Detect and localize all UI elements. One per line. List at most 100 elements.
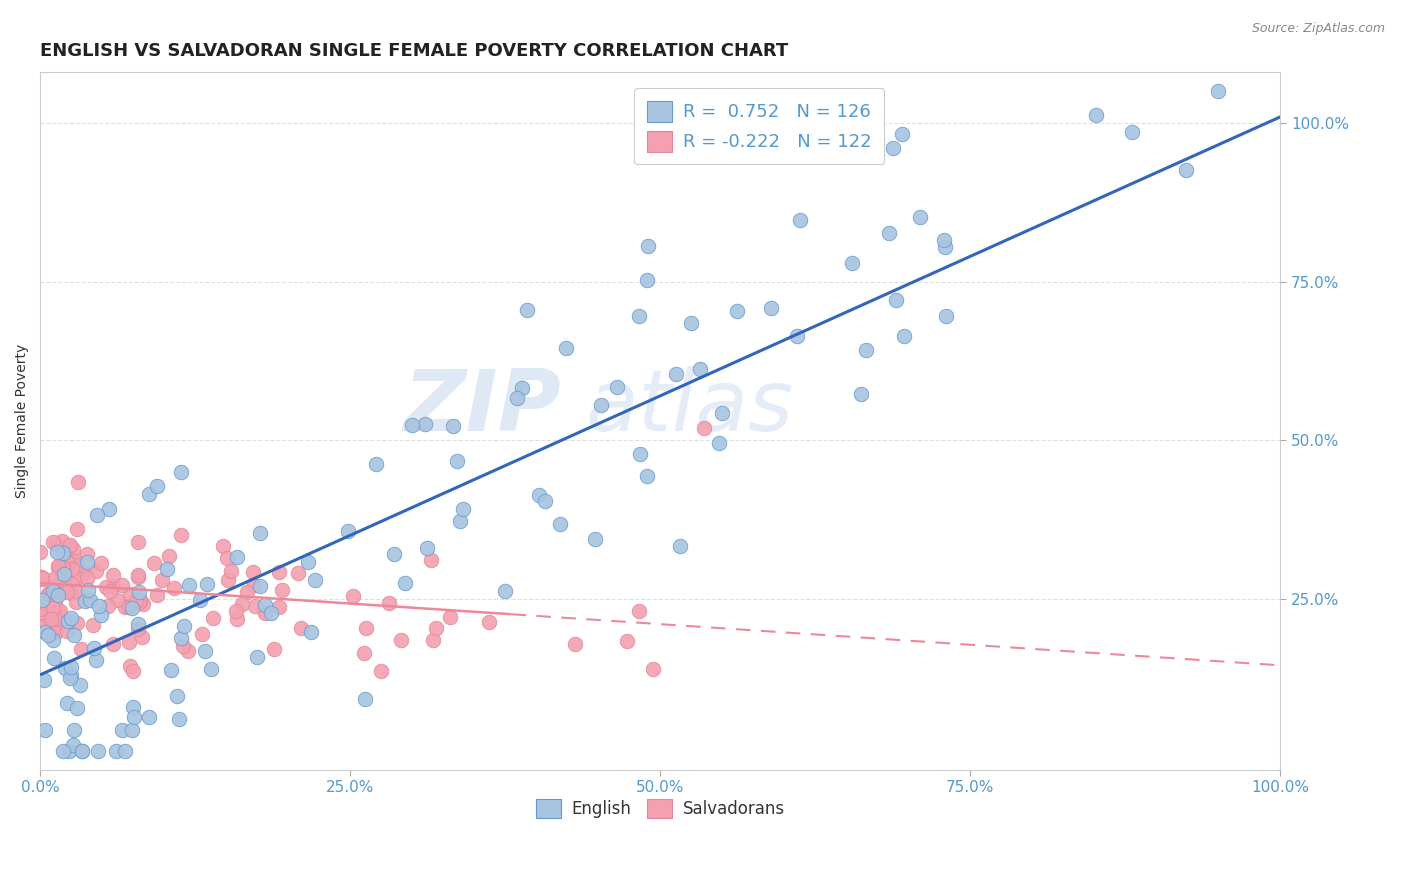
Point	[935, 309, 957, 323]
Point	[225, 604, 247, 618]
Point	[550, 516, 572, 531]
Point	[44, 624, 66, 639]
Point	[494, 583, 516, 598]
Point	[58, 539, 80, 553]
Point	[60, 668, 83, 682]
Point	[56, 614, 79, 628]
Point	[191, 627, 214, 641]
Point	[1174, 162, 1197, 177]
Point	[693, 420, 716, 434]
Point	[249, 579, 271, 593]
Point	[58, 561, 80, 575]
Point	[217, 573, 239, 587]
Point	[304, 574, 326, 588]
Point	[48, 605, 70, 619]
Point	[249, 526, 271, 541]
Point	[111, 723, 134, 737]
Point	[121, 723, 143, 738]
Point	[62, 628, 84, 642]
Point	[1208, 85, 1230, 99]
Point	[101, 579, 124, 593]
Point	[103, 567, 125, 582]
Point	[169, 712, 191, 726]
Point	[564, 637, 586, 651]
Point	[627, 309, 650, 323]
Point	[41, 535, 63, 549]
Point	[416, 541, 439, 555]
Point	[786, 329, 808, 343]
Point	[166, 689, 188, 703]
Point	[128, 584, 150, 599]
Point	[122, 700, 145, 714]
Point	[127, 569, 149, 583]
Point	[725, 304, 748, 318]
Point	[52, 561, 75, 575]
Point	[157, 549, 180, 564]
Point	[194, 644, 217, 658]
Point	[31, 593, 53, 607]
Point	[128, 595, 150, 609]
Point	[506, 391, 529, 405]
Point	[1121, 125, 1143, 139]
Point	[52, 566, 75, 581]
Point	[637, 238, 659, 252]
Point	[354, 692, 377, 706]
Point	[70, 744, 93, 758]
Point	[138, 709, 160, 723]
Point	[67, 475, 90, 490]
Point	[56, 555, 79, 569]
Point	[122, 664, 145, 678]
Point	[555, 341, 578, 355]
Point	[143, 556, 166, 570]
Point	[170, 527, 193, 541]
Point	[156, 561, 179, 575]
Point	[44, 571, 66, 585]
Point	[163, 581, 186, 595]
Point	[394, 576, 416, 591]
Point	[453, 501, 475, 516]
Point	[160, 663, 183, 677]
Point	[681, 316, 703, 330]
Point	[118, 659, 141, 673]
Point	[31, 572, 53, 586]
Point	[86, 653, 108, 667]
Point	[37, 628, 59, 642]
Point	[76, 555, 98, 569]
Point	[90, 608, 112, 623]
Point	[53, 660, 76, 674]
Point	[606, 380, 628, 394]
Point	[669, 539, 692, 553]
Point	[60, 611, 83, 625]
Point	[389, 632, 412, 647]
Point	[32, 607, 55, 622]
Point	[46, 577, 69, 591]
Point	[59, 538, 82, 552]
Point	[30, 602, 52, 616]
Point	[132, 597, 155, 611]
Point	[52, 574, 75, 588]
Point	[413, 417, 436, 432]
Point	[34, 723, 56, 738]
Legend: English, Salvadorans: English, Salvadorans	[529, 792, 792, 824]
Point	[449, 514, 471, 528]
Point	[382, 547, 405, 561]
Point	[761, 301, 783, 316]
Point	[79, 593, 101, 607]
Point	[66, 615, 89, 630]
Point	[127, 622, 149, 636]
Point	[46, 559, 69, 574]
Point	[48, 558, 70, 573]
Text: ZIP: ZIP	[404, 366, 561, 449]
Point	[39, 612, 62, 626]
Point	[83, 641, 105, 656]
Point	[267, 600, 290, 615]
Point	[439, 609, 461, 624]
Point	[45, 545, 67, 559]
Point	[138, 486, 160, 500]
Point	[66, 558, 89, 572]
Point	[82, 618, 104, 632]
Point	[127, 568, 149, 582]
Point	[44, 651, 66, 665]
Point	[58, 744, 80, 758]
Point	[70, 744, 93, 758]
